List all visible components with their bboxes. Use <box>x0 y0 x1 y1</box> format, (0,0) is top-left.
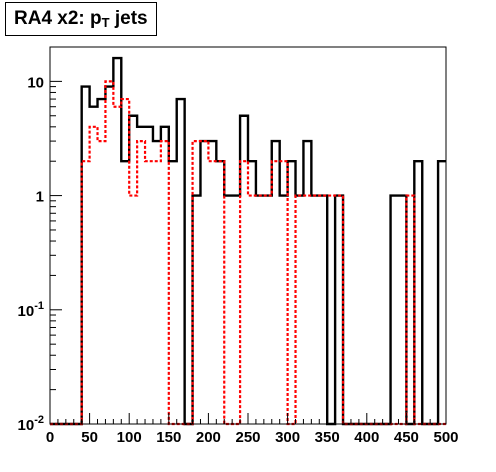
x-tick-label: 250 <box>235 429 260 446</box>
x-tick-label: 500 <box>433 429 458 446</box>
chart-title-suffix: jets <box>109 8 148 29</box>
y-tick-label: 10-2 <box>18 414 44 434</box>
x-tick-label: 150 <box>156 429 181 446</box>
chart-title: RA4 x2: p <box>14 8 102 29</box>
y-tick-label: 1 <box>36 189 44 206</box>
axes-group: 0 50 100 150 200 250 300 350 400 450 500 10-2 10-1 1 1… <box>18 46 459 446</box>
x-tick-label: 300 <box>275 429 300 446</box>
x-tick-label: 100 <box>117 429 142 446</box>
x-tick-label: 350 <box>315 429 340 446</box>
x-tick-label: 50 <box>81 429 98 446</box>
x-tick-label: 400 <box>354 429 379 446</box>
plot-frame <box>49 46 447 425</box>
histogram-series-group <box>50 56 446 426</box>
x-tick-label: 200 <box>196 429 221 446</box>
chart-title-subscript: T <box>101 15 110 30</box>
chart-title-box: RA4 x2: pT jets <box>5 2 157 36</box>
y-tick-label: 10 <box>27 74 44 91</box>
histogram-series-1 <box>50 56 446 426</box>
x-tick-label: 450 <box>394 429 419 446</box>
y-tick-label: 10-1 <box>18 300 44 320</box>
x-tick-label: 0 <box>46 429 54 446</box>
